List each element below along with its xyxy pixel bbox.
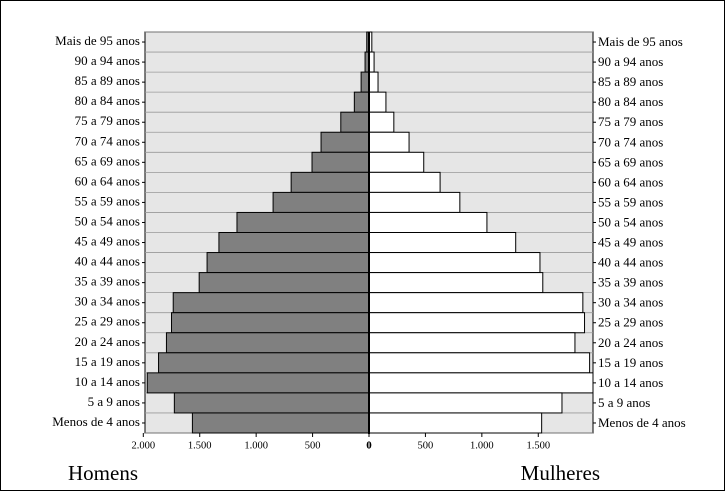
y-tick-label-right: 85 a 89 anos — [598, 74, 663, 89]
bar — [368, 91, 387, 113]
bar — [320, 131, 370, 153]
y-tick-label-right: 25 a 29 anos — [598, 315, 663, 330]
x-tick-label: 1.000 — [470, 440, 494, 451]
bar — [368, 252, 541, 274]
y-tick-label: 40 a 44 anos — [75, 254, 140, 269]
y-tick-label-right: 15 a 19 anos — [598, 355, 663, 370]
y-tick-label-right: 45 a 49 anos — [598, 235, 663, 250]
bar — [206, 252, 370, 274]
y-tick-label: Menos de 4 anos — [52, 414, 140, 429]
x-tick-label: 1.000 — [244, 440, 268, 451]
bar — [368, 111, 395, 133]
y-tick-label: 90 a 94 anos — [75, 53, 140, 68]
bar — [191, 412, 370, 434]
bar — [368, 151, 425, 173]
bar — [368, 392, 563, 414]
bar — [368, 232, 517, 254]
y-tick-label: 60 a 64 anos — [75, 173, 140, 188]
bar — [368, 272, 544, 294]
bar — [272, 191, 370, 213]
y-tick-label-right: 30 a 34 anos — [598, 295, 663, 310]
y-tick-label-right: 60 a 64 anos — [598, 174, 663, 189]
y-tick-label: 80 a 84 anos — [75, 93, 140, 108]
x-tick-label: 1.500 — [188, 440, 212, 451]
legend-label: Homens — [68, 461, 138, 485]
bar — [311, 151, 370, 173]
y-tick-label: Mais de 95 anos — [55, 33, 140, 48]
bar — [368, 171, 441, 193]
bar — [146, 372, 370, 394]
bar — [368, 332, 576, 354]
bar — [172, 292, 370, 314]
y-tick-label-right: 40 a 44 anos — [598, 255, 663, 270]
y-tick-label: 10 a 14 anos — [75, 374, 140, 389]
y-tick-label: 85 a 89 anos — [75, 73, 140, 88]
bar — [368, 131, 410, 153]
y-tick-label: 70 a 74 anos — [75, 133, 140, 148]
y-tick-label-right: 65 a 69 anos — [598, 154, 663, 169]
bar — [360, 71, 370, 93]
y-tick-label: 35 a 39 anos — [75, 274, 140, 289]
y-tick-label-right: 10 a 14 anos — [598, 375, 663, 390]
y-tick-label-right: 90 a 94 anos — [598, 54, 663, 69]
y-tick-label-right: 35 a 39 anos — [598, 275, 663, 290]
x-tick-label: 1.500 — [526, 440, 550, 451]
y-tick-label-right: Mais de 95 anos — [598, 34, 683, 49]
y-tick-label-right: 80 a 84 anos — [598, 94, 663, 109]
y-tick-label: 25 a 29 anos — [75, 314, 140, 329]
y-tick-label-right: 5 a 9 anos — [598, 395, 650, 410]
bar — [368, 372, 594, 394]
bar — [368, 412, 543, 434]
bar — [368, 71, 379, 93]
bar — [198, 272, 370, 294]
bar — [340, 111, 370, 133]
x-tick-label: 500 — [418, 440, 434, 451]
y-tick-label: 75 a 79 anos — [75, 113, 140, 128]
bar — [290, 171, 370, 193]
bar — [173, 392, 370, 414]
y-tick-label-right: Menos de 4 anos — [598, 415, 686, 430]
x-tick-label: 0 — [366, 440, 371, 451]
legend-label: Mulheres — [521, 461, 600, 485]
y-tick-label-right: 75 a 79 anos — [598, 114, 663, 129]
bar — [171, 312, 370, 334]
bar — [165, 332, 370, 354]
y-tick-label: 20 a 24 anos — [75, 334, 140, 349]
bar — [236, 211, 370, 233]
x-tick-label: 2.000 — [131, 440, 155, 451]
bar — [368, 292, 584, 314]
y-tick-label-right: 70 a 74 anos — [598, 134, 663, 149]
x-tick-label: 500 — [305, 440, 321, 451]
y-tick-label-right: 55 a 59 anos — [598, 194, 663, 209]
bar — [218, 232, 370, 254]
y-tick-label-right: 20 a 24 anos — [598, 335, 663, 350]
bar — [368, 191, 461, 213]
bar — [368, 312, 586, 334]
y-tick-label-right: 50 a 54 anos — [598, 214, 663, 229]
y-tick-label: 45 a 49 anos — [75, 234, 140, 249]
y-tick-label: 5 a 9 anos — [88, 394, 140, 409]
y-tick-label: 55 a 59 anos — [75, 193, 140, 208]
y-tick-label: 15 a 19 anos — [75, 354, 140, 369]
y-tick-label: 50 a 54 anos — [75, 213, 140, 228]
y-tick-label: 65 a 69 anos — [75, 153, 140, 168]
bar — [353, 91, 370, 113]
bar — [368, 211, 488, 233]
bar — [158, 352, 370, 374]
y-tick-label: 30 a 34 anos — [75, 294, 140, 309]
bar — [368, 352, 591, 374]
x-tick-label: 0 — [366, 440, 371, 451]
